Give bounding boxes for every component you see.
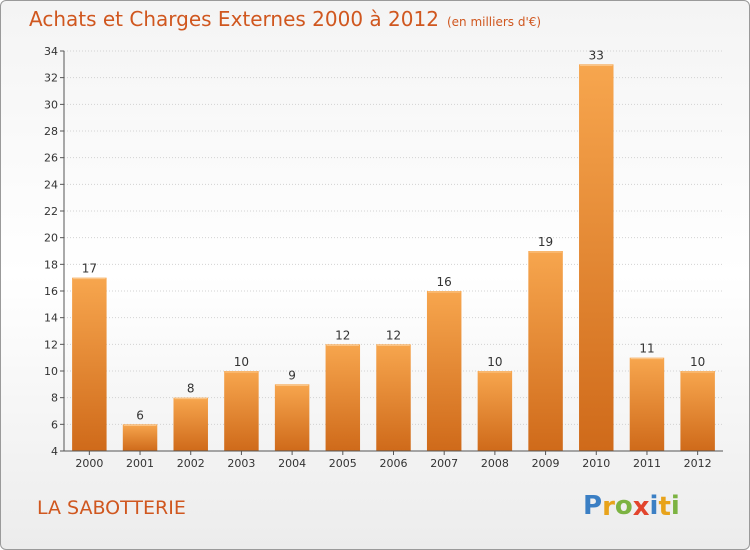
logo-letter: i: [649, 491, 659, 521]
y-tick-label: 4: [51, 445, 58, 458]
data-label: 10: [234, 355, 249, 369]
y-tick-label: 26: [44, 152, 58, 165]
x-tick-label: 2005: [329, 457, 357, 470]
bar: [274, 384, 310, 451]
bars: 17 6 8 10 9 12 12 16 10 19 33 11 10: [72, 48, 715, 452]
data-label: 11: [639, 342, 654, 356]
y-tick-label: 32: [44, 72, 58, 85]
data-label: 17: [82, 262, 97, 276]
x-tick-label: 2011: [633, 457, 661, 470]
y-tick-label: 14: [44, 312, 58, 325]
bar: [376, 344, 411, 451]
y-tick-label: 22: [44, 205, 58, 218]
x-tick-label: 2000: [75, 457, 103, 470]
bar: [680, 371, 715, 451]
y-tick-label: 6: [51, 418, 58, 431]
bar: [629, 357, 665, 451]
x-tick-label: 2006: [380, 457, 408, 470]
bar: [528, 251, 563, 451]
y-tick-label: 8: [51, 392, 58, 405]
data-label: 33: [589, 48, 604, 62]
logo-letter: i: [670, 491, 680, 521]
bar: [122, 424, 158, 451]
y-tick-label: 16: [44, 285, 58, 298]
title-text: Achats et Charges Externes 2000 à 2012: [29, 7, 439, 31]
bar: [173, 397, 208, 451]
x-tick-label: 2010: [582, 457, 610, 470]
x-tick-label: 2009: [532, 457, 560, 470]
data-label: 6: [136, 408, 144, 422]
y-tick-label: 18: [44, 258, 58, 271]
y-tick-label: 30: [44, 98, 58, 111]
data-label: 16: [437, 275, 452, 289]
y-tick-label: 12: [44, 338, 58, 351]
axes: 4 6 8 10 12 14 16 18 20 22 24 26 28 30 32 34 2000 2001 200…: [44, 45, 723, 470]
y-tick-label: 10: [44, 365, 58, 378]
data-label: 10: [690, 355, 705, 369]
logo-letter: x: [632, 492, 650, 522]
y-tick-label: 34: [44, 45, 58, 58]
x-tick-label: 2008: [481, 457, 509, 470]
bar: [426, 291, 462, 451]
x-tick-label: 2007: [430, 457, 458, 470]
data-label: 10: [487, 355, 502, 369]
chart-subtitle: (en milliers d'€): [446, 15, 542, 29]
logo-letter: P: [583, 491, 603, 521]
bar: [477, 371, 513, 451]
logo-letter: o: [614, 491, 633, 521]
chart-title: Achats et Charges Externes 2000 à 2012 (e…: [29, 7, 541, 31]
x-tick-label: 2012: [684, 457, 712, 470]
proxiti-logo[interactable]: Proxiti: [583, 491, 680, 522]
logo-letter: r: [602, 492, 615, 522]
y-tick-label: 24: [44, 178, 58, 191]
data-label: 19: [538, 235, 553, 249]
x-tick-label: 2003: [227, 457, 255, 470]
data-label: 9: [288, 368, 296, 382]
y-tick-label: 28: [44, 125, 58, 138]
y-tick-label: 20: [44, 232, 58, 245]
x-tick-label: 2002: [177, 457, 205, 470]
data-label: 12: [386, 328, 401, 342]
bar: [72, 277, 107, 451]
bar: [325, 344, 361, 451]
bar: [579, 64, 614, 452]
commune-name: LA SABOTTERIE: [37, 497, 186, 519]
data-label: 8: [187, 382, 195, 396]
x-tick-label: 2004: [278, 457, 306, 470]
data-label: 12: [335, 328, 350, 342]
x-tick-label: 2001: [126, 457, 154, 470]
logo-letter: t: [658, 492, 671, 522]
bar: [224, 371, 259, 451]
